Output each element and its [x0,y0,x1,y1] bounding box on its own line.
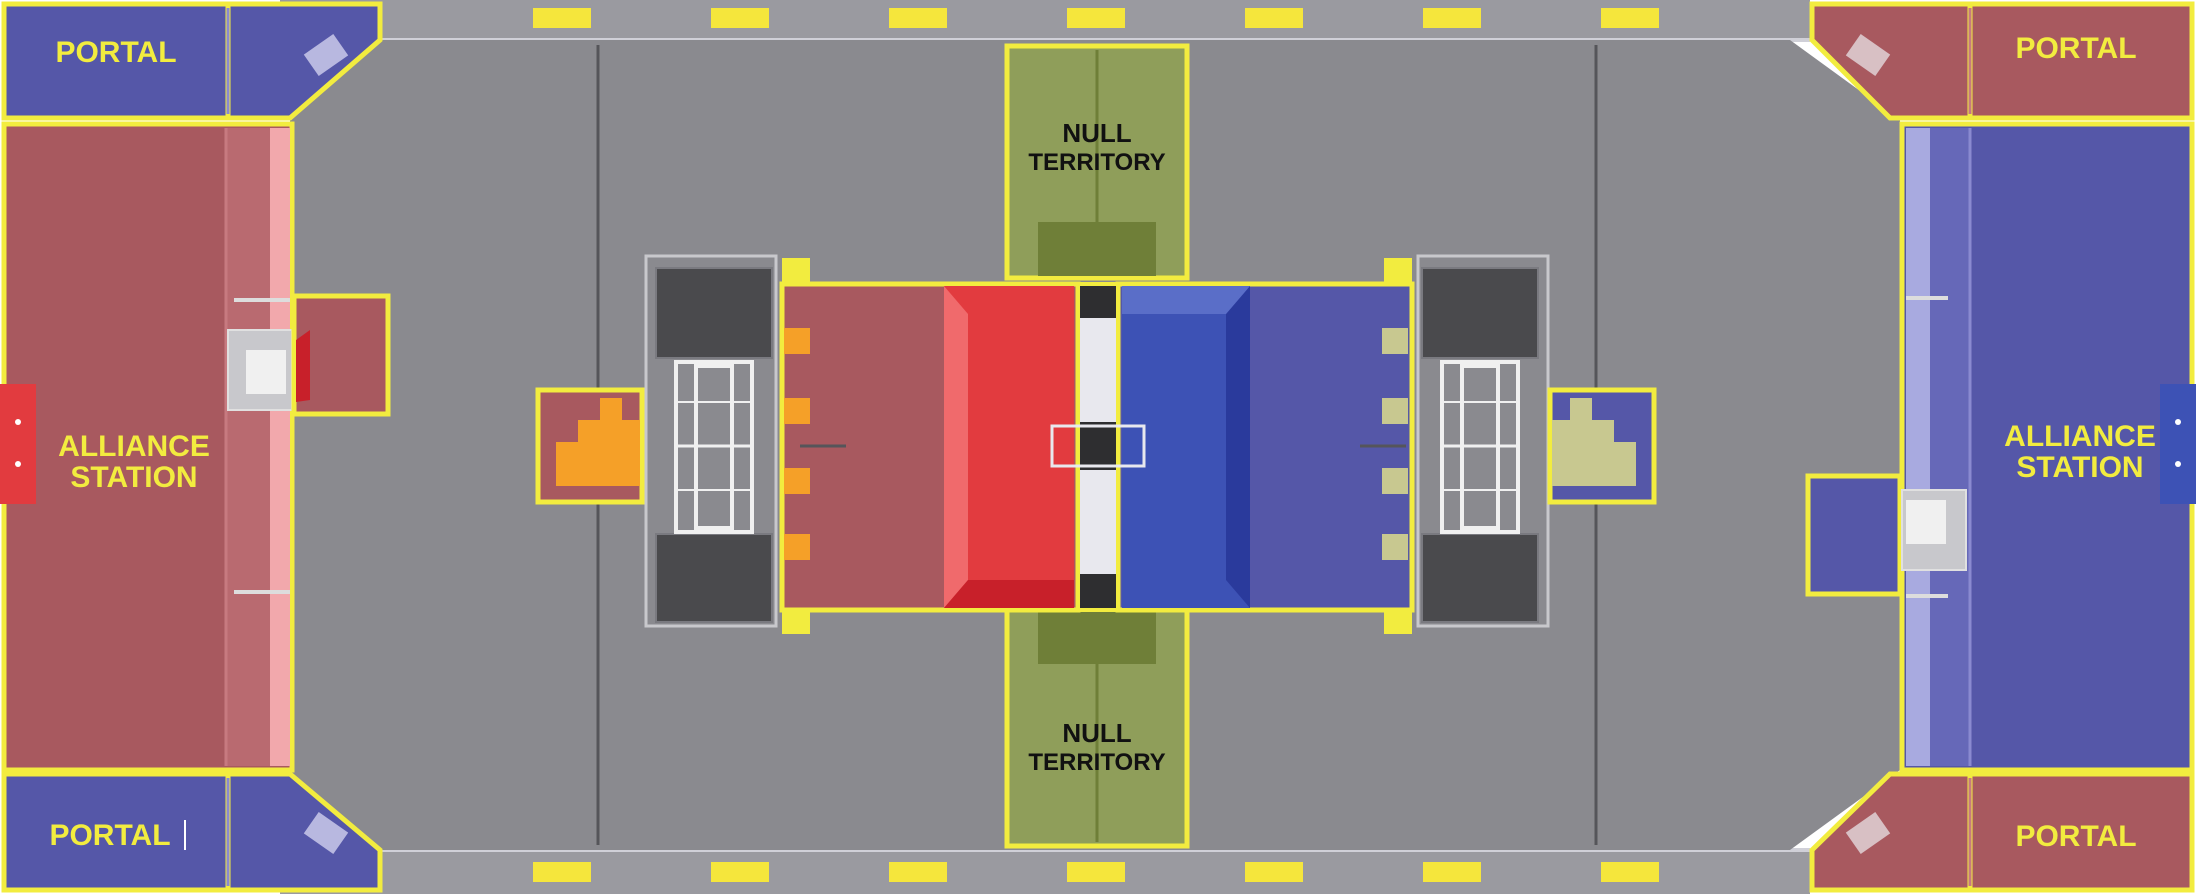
alliance-label-line1: ALLIANCE [58,430,210,463]
scale-icon [1080,318,1116,422]
alliance-station-left: ALLIANCE STATION [0,121,295,773]
power-cube-icon [556,398,640,486]
portal-top-right: PORTAL [1809,1,2195,121]
ramp-icon [1845,34,1891,76]
switch-left [535,254,778,628]
exchange-icon [246,350,286,394]
null-territory-label-line1: NULL [1062,118,1131,148]
bottom-markers [533,862,1659,882]
null-territory-label-line2: TERRITORY [1028,149,1165,176]
top-markers [533,8,1659,28]
null-territory-bottom: NULL TERRITORY [1004,605,1190,849]
portal-bottom-left: PORTAL [1,771,383,893]
portal-label: PORTAL [55,36,176,69]
switch-right [1416,254,1657,628]
portal-label: PORTAL [49,819,170,852]
scale-center [779,258,1415,634]
power-cube-icon [1552,398,1636,486]
ramp-icon [1845,812,1891,854]
ramp-icon [303,812,349,854]
portal-top-left: PORTAL [1,1,383,121]
alliance-label-line2: STATION [70,461,197,494]
bottom-guardrail [280,850,1810,894]
null-territory-label-line2: TERRITORY [1028,749,1165,776]
ramp-icon [303,34,349,76]
top-guardrail [280,0,1810,40]
alliance-label-line1: ALLIANCE [2004,420,2156,453]
portal-label: PORTAL [2015,820,2136,853]
null-territory-top: NULL TERRITORY [1004,43,1190,281]
exchange-right [1805,473,1967,597]
switch-plate-markers [784,328,810,560]
exchange-left [227,293,391,417]
portal-label: PORTAL [2015,32,2136,65]
alliance-label-line2: STATION [2016,451,2143,484]
exchange-icon [1906,500,1946,544]
portal-bottom-right: PORTAL [1809,771,2195,893]
null-territory-label-line1: NULL [1062,718,1131,748]
alliance-station-right: ALLIANCE STATION [1899,121,2196,773]
